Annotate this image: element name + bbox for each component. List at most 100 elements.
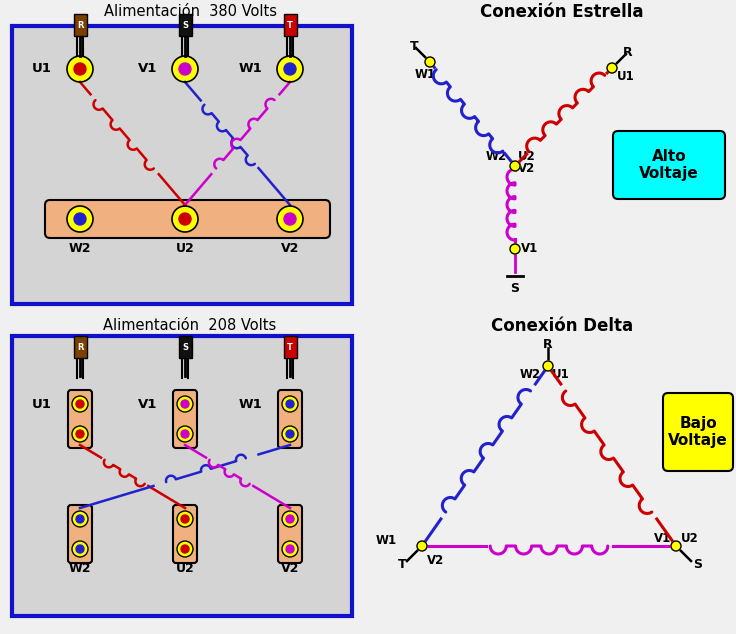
Circle shape bbox=[177, 541, 193, 557]
Circle shape bbox=[67, 206, 93, 232]
Text: W2: W2 bbox=[520, 368, 541, 380]
FancyBboxPatch shape bbox=[663, 393, 733, 471]
Text: S: S bbox=[182, 342, 188, 351]
Text: W2: W2 bbox=[68, 242, 91, 256]
FancyBboxPatch shape bbox=[68, 390, 92, 448]
Circle shape bbox=[179, 63, 191, 75]
Text: V2: V2 bbox=[518, 162, 535, 174]
Text: T: T bbox=[397, 557, 406, 571]
Circle shape bbox=[282, 426, 298, 442]
Circle shape bbox=[72, 541, 88, 557]
Circle shape bbox=[286, 400, 294, 408]
Text: S: S bbox=[693, 557, 702, 571]
Text: Alto
Voltaje: Alto Voltaje bbox=[639, 149, 699, 181]
Circle shape bbox=[67, 56, 93, 82]
Circle shape bbox=[177, 511, 193, 527]
Circle shape bbox=[172, 206, 198, 232]
Text: V2: V2 bbox=[427, 555, 445, 567]
FancyBboxPatch shape bbox=[45, 200, 330, 238]
Circle shape bbox=[277, 206, 303, 232]
FancyBboxPatch shape bbox=[613, 131, 725, 199]
FancyBboxPatch shape bbox=[12, 336, 352, 616]
Circle shape bbox=[282, 396, 298, 412]
Text: W2: W2 bbox=[68, 562, 91, 576]
Circle shape bbox=[510, 244, 520, 254]
FancyBboxPatch shape bbox=[74, 336, 87, 358]
Text: V2: V2 bbox=[281, 562, 300, 576]
Text: W1: W1 bbox=[376, 534, 397, 548]
Text: U1: U1 bbox=[32, 398, 52, 410]
Text: V1: V1 bbox=[654, 531, 671, 545]
Text: W1: W1 bbox=[414, 68, 436, 82]
Circle shape bbox=[179, 213, 191, 225]
Circle shape bbox=[282, 511, 298, 527]
Text: S: S bbox=[511, 281, 520, 295]
Text: U2: U2 bbox=[681, 531, 698, 545]
Circle shape bbox=[76, 430, 84, 438]
FancyBboxPatch shape bbox=[12, 26, 352, 304]
Circle shape bbox=[286, 515, 294, 523]
Text: U2: U2 bbox=[176, 242, 194, 256]
FancyBboxPatch shape bbox=[278, 390, 302, 448]
FancyBboxPatch shape bbox=[179, 336, 191, 358]
Text: Bajo
Voltaje: Bajo Voltaje bbox=[668, 416, 728, 448]
Text: R: R bbox=[543, 337, 553, 351]
FancyBboxPatch shape bbox=[283, 14, 297, 36]
Circle shape bbox=[177, 426, 193, 442]
Text: U1: U1 bbox=[617, 70, 634, 82]
Text: V1: V1 bbox=[521, 242, 538, 256]
Text: Alimentación  380 Volts: Alimentación 380 Volts bbox=[104, 4, 277, 20]
Text: V2: V2 bbox=[281, 242, 300, 256]
Circle shape bbox=[172, 56, 198, 82]
Circle shape bbox=[284, 63, 296, 75]
Text: V1: V1 bbox=[138, 398, 157, 410]
Text: R: R bbox=[77, 342, 83, 351]
Circle shape bbox=[607, 63, 617, 73]
Text: T: T bbox=[410, 39, 418, 53]
FancyBboxPatch shape bbox=[68, 505, 92, 563]
Text: R: R bbox=[77, 20, 83, 30]
Circle shape bbox=[72, 396, 88, 412]
Text: S: S bbox=[182, 20, 188, 30]
Text: T: T bbox=[287, 342, 293, 351]
Circle shape bbox=[510, 161, 520, 171]
Circle shape bbox=[177, 396, 193, 412]
Circle shape bbox=[277, 56, 303, 82]
Circle shape bbox=[284, 213, 296, 225]
Circle shape bbox=[282, 541, 298, 557]
Text: W1: W1 bbox=[238, 398, 262, 410]
Circle shape bbox=[286, 430, 294, 438]
FancyBboxPatch shape bbox=[283, 336, 297, 358]
Text: W1: W1 bbox=[238, 63, 262, 75]
Text: Conexión Estrella: Conexión Estrella bbox=[481, 3, 644, 21]
Text: R: R bbox=[623, 46, 633, 58]
Circle shape bbox=[181, 545, 189, 553]
Text: U2: U2 bbox=[176, 562, 194, 576]
Circle shape bbox=[181, 430, 189, 438]
Circle shape bbox=[543, 361, 553, 371]
Text: V1: V1 bbox=[138, 63, 157, 75]
FancyBboxPatch shape bbox=[74, 14, 87, 36]
Text: U1: U1 bbox=[552, 368, 570, 380]
Circle shape bbox=[72, 511, 88, 527]
Circle shape bbox=[76, 400, 84, 408]
Circle shape bbox=[74, 63, 86, 75]
Text: Alimentación  208 Volts: Alimentación 208 Volts bbox=[103, 318, 277, 333]
Text: T: T bbox=[287, 20, 293, 30]
Circle shape bbox=[671, 541, 681, 551]
FancyBboxPatch shape bbox=[173, 390, 197, 448]
Circle shape bbox=[76, 515, 84, 523]
Text: Conexión Delta: Conexión Delta bbox=[491, 317, 633, 335]
Circle shape bbox=[417, 541, 427, 551]
FancyBboxPatch shape bbox=[179, 14, 191, 36]
Circle shape bbox=[72, 426, 88, 442]
FancyBboxPatch shape bbox=[278, 505, 302, 563]
Text: U1: U1 bbox=[32, 63, 52, 75]
Circle shape bbox=[286, 545, 294, 553]
Text: U2: U2 bbox=[518, 150, 536, 162]
Circle shape bbox=[181, 515, 189, 523]
Circle shape bbox=[74, 213, 86, 225]
Circle shape bbox=[76, 545, 84, 553]
Text: W2: W2 bbox=[486, 150, 507, 162]
Circle shape bbox=[425, 57, 435, 67]
